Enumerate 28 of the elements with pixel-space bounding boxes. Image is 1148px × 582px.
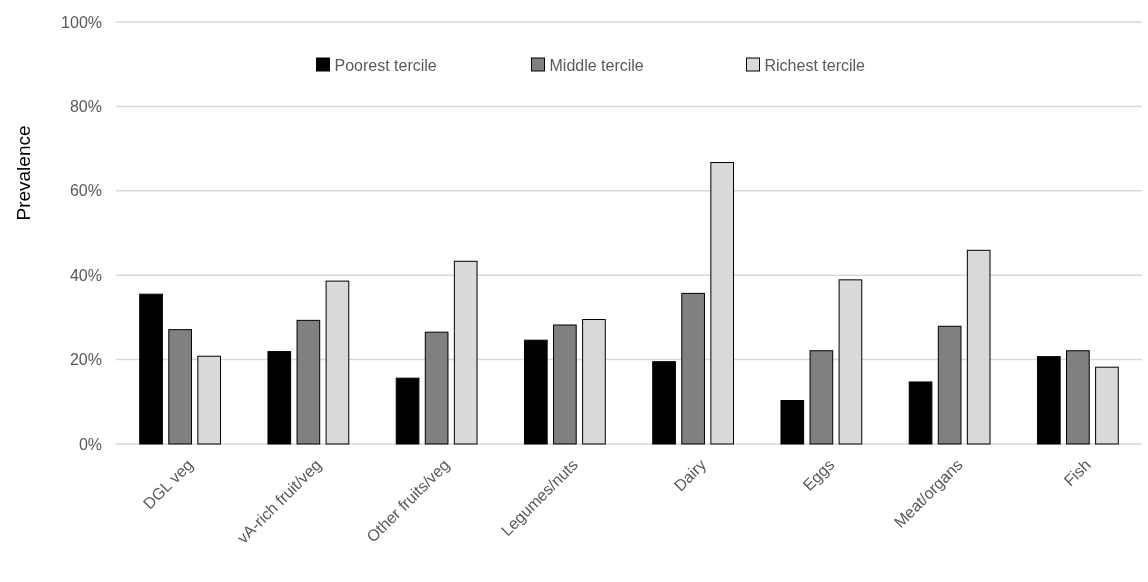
y-tick-label: 80% — [69, 98, 102, 115]
bar — [395, 377, 420, 445]
bar — [296, 319, 321, 445]
x-tick-label: DGL veg — [139, 456, 197, 513]
bar — [267, 351, 292, 445]
legend-label: Poorest tercile — [334, 56, 437, 74]
x-tick-label: Fish — [1060, 456, 1094, 490]
bar — [553, 324, 577, 445]
y-tick-label: 40% — [69, 266, 102, 284]
legend-label: Middle tercile — [549, 56, 644, 74]
bar — [809, 350, 834, 445]
bar — [937, 325, 962, 445]
y-tick-label: 0% — [78, 435, 102, 453]
y-tick-label: 20% — [69, 351, 102, 369]
bar — [1036, 356, 1061, 445]
bar — [1066, 350, 1090, 445]
y-tick-label: 100% — [61, 13, 102, 31]
bar — [139, 293, 163, 445]
bar — [523, 339, 548, 445]
y-tick-label: 60% — [69, 182, 102, 200]
bar — [908, 381, 933, 445]
y-axis-title: Prevalence — [13, 125, 34, 221]
legend-label: Richest tercile — [764, 56, 866, 74]
bar — [780, 400, 805, 445]
bar — [652, 361, 676, 445]
bar — [168, 329, 192, 445]
bar — [681, 292, 705, 445]
bar — [424, 331, 449, 445]
